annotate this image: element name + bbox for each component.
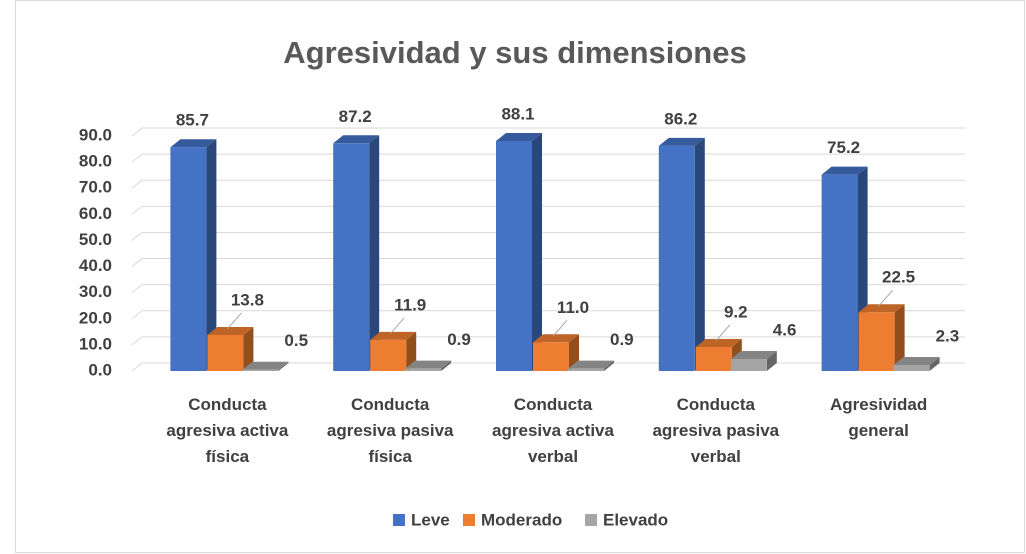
bar-top [533, 334, 579, 343]
x-tick-label: Conducta agresiva activa física [166, 395, 289, 466]
legend-swatch [585, 514, 597, 526]
data-label: 9.2 [724, 302, 748, 321]
bar-side [604, 360, 614, 371]
legend-label: Elevado [603, 510, 668, 529]
bar [405, 368, 442, 371]
bar-top [405, 360, 452, 369]
bar [568, 368, 604, 371]
bar [658, 145, 695, 371]
data-label: 87.2 [339, 107, 372, 126]
y-tick-label: 40.0 [79, 256, 112, 275]
data-label: 86.2 [664, 109, 697, 128]
y-tick-label: 30.0 [79, 282, 112, 301]
legend-label: Leve [411, 510, 450, 529]
bar-top [333, 135, 380, 144]
bar-side [929, 356, 940, 371]
bar-top [730, 350, 777, 359]
bar-side [206, 139, 217, 371]
bar-top [170, 139, 217, 148]
bar-side [243, 326, 254, 371]
chart-title: Agresividad y sus dimensiones [283, 35, 746, 70]
leader-line [715, 324, 731, 342]
x-tick-label: Conducta agresiva activa verbal [492, 395, 614, 466]
legend-swatch [393, 514, 405, 526]
data-label: 0.9 [447, 330, 471, 349]
chart-border [15, 0, 1025, 553]
data-label: 85.7 [176, 111, 209, 130]
bar-side [766, 350, 777, 371]
data-label: 13.8 [231, 290, 264, 309]
bar-side [278, 361, 289, 371]
data-label: 22.5 [882, 268, 915, 287]
bar [333, 143, 370, 371]
bar-side [694, 137, 705, 371]
bar-top [658, 137, 705, 146]
y-tick-label: 80.0 [79, 152, 112, 171]
data-label: 88.1 [501, 104, 534, 123]
bar [242, 369, 279, 371]
bar-top [858, 304, 905, 313]
bar-top [893, 356, 940, 365]
bar-top [821, 166, 868, 175]
bar-top [370, 331, 417, 340]
y-tick-label: 60.0 [79, 204, 112, 223]
bar [207, 334, 244, 371]
bar [695, 346, 732, 371]
data-label: 11.0 [557, 298, 589, 317]
bar-top [242, 361, 289, 370]
bar-side [894, 304, 905, 371]
legend-label: Moderado [481, 510, 562, 529]
bar [893, 364, 930, 371]
bar [170, 147, 207, 371]
bar-top [695, 338, 742, 347]
data-label: 4.6 [773, 320, 797, 339]
data-label: 0.5 [284, 331, 308, 350]
bar-side [441, 360, 452, 371]
data-label: 0.9 [610, 330, 634, 349]
y-tick-label: 10.0 [79, 334, 112, 353]
bar [858, 312, 895, 371]
data-label: 75.2 [827, 138, 860, 157]
bar [533, 342, 569, 371]
bar-top [496, 132, 542, 141]
y-tick-label: 90.0 [79, 125, 112, 144]
data-label: 11.9 [394, 295, 426, 314]
y-tick-label: 50.0 [79, 230, 112, 249]
bar-side [406, 331, 417, 371]
bar [370, 339, 407, 371]
bar [496, 140, 532, 371]
legend-swatch [463, 514, 475, 526]
x-tick-label: Conducta agresiva pasiva verbal [652, 395, 780, 466]
grid-line [131, 127, 965, 137]
y-tick-label: 0.0 [88, 360, 112, 379]
bar-side [532, 132, 542, 371]
leader-line [389, 317, 405, 335]
leader-line [552, 319, 568, 337]
bar [730, 358, 767, 371]
bar [821, 174, 858, 371]
x-tick-label: Agresividad general [829, 395, 928, 440]
leader-line [227, 312, 242, 330]
bar-side [569, 334, 579, 371]
y-tick-label: 70.0 [79, 178, 112, 197]
leader-line [878, 289, 893, 307]
bar-top [207, 326, 254, 335]
x-tick-label: Conducta agresiva pasiva física [326, 395, 454, 466]
y-tick-label: 20.0 [79, 308, 112, 327]
bar-top [568, 360, 614, 369]
data-label: 2.3 [936, 326, 960, 345]
bar-side [369, 135, 380, 371]
